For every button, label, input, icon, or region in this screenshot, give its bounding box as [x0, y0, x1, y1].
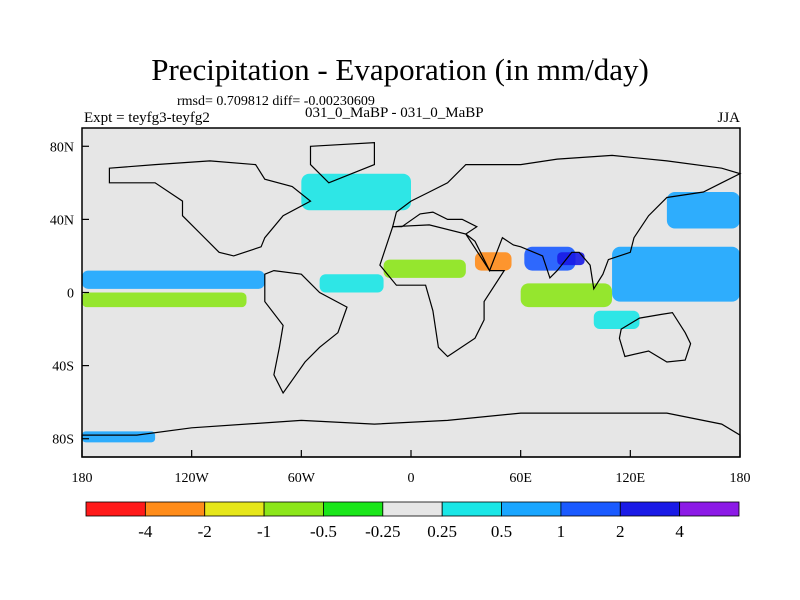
colorbar-label: 1	[557, 522, 566, 541]
coastline-0	[108, 160, 312, 257]
x-tick-label: 180	[730, 471, 751, 486]
contour-region-3	[383, 259, 466, 278]
colorbar-label: -0.5	[310, 522, 337, 541]
colorbar-swatch	[144, 501, 206, 517]
colorbar-swatch	[323, 501, 384, 517]
colorbar-swatch	[679, 501, 740, 517]
x-tick-label: 120W	[175, 471, 210, 486]
contour-region-0	[82, 270, 265, 289]
x-tick-label: 60E	[509, 471, 532, 486]
colorbar-swatch	[263, 501, 324, 517]
x-tick-label: 0	[408, 471, 415, 486]
coastline-5	[618, 311, 692, 363]
contour-layer	[82, 173, 740, 443]
season-label: JJA	[717, 110, 740, 126]
contour-region-2	[319, 274, 384, 293]
colorbar-swatch	[560, 501, 621, 517]
colorbar-label: -1	[257, 522, 271, 541]
experiment-label: Expt = teyfg3-teyfg2	[84, 110, 210, 126]
colorbar-swatch	[501, 501, 562, 517]
colorbar-label: 0.5	[491, 522, 512, 541]
x-tick-label: 180	[72, 471, 93, 486]
contour-region-8	[520, 283, 613, 308]
coastline-2	[309, 141, 375, 184]
colorbar-label: 4	[675, 522, 684, 541]
y-tick-label: 40N	[50, 213, 74, 228]
colorbar-label: -4	[138, 522, 153, 541]
colorbar-swatch	[85, 501, 146, 517]
y-tick-label: 0	[67, 287, 74, 302]
colorbar-swatch	[619, 501, 681, 517]
colorbar-swatch	[441, 501, 502, 517]
coastline-3	[379, 224, 506, 358]
contour-region-7	[612, 246, 740, 302]
stats-line: rmsd= 0.709812 diff= -0.00230609	[177, 94, 375, 109]
contour-region-12	[301, 173, 411, 211]
coastline-4	[391, 154, 742, 291]
colorbar-label: 0.25	[427, 522, 457, 541]
colorbar: -4 -2 -1 -0.5 -0.25 0.25 0.5 1 2 4	[85, 501, 740, 541]
coastline-1	[264, 269, 348, 395]
colorbar-label: 2	[616, 522, 625, 541]
colorbar-swatch	[204, 501, 265, 517]
tick-layer: 180 120W 60W 0 60E 120E 180 80N 40N 0 40S 80S	[50, 140, 751, 486]
contour-region-1	[82, 292, 247, 308]
plot-title: Precipitation - Evaporation (in mm/day)	[151, 52, 649, 87]
contour-region-10	[82, 402, 740, 421]
contour-region-9	[593, 310, 640, 330]
y-tick-label: 40S	[52, 360, 74, 375]
center-label: 031_0_MaBP - 031_0_MaBP	[305, 105, 484, 121]
contour-region-13	[666, 191, 740, 229]
x-tick-label: 120E	[616, 471, 646, 486]
y-tick-label: 80N	[50, 140, 74, 155]
contour-region-11	[82, 431, 156, 443]
y-tick-label: 80S	[52, 433, 74, 448]
colorbar-label: -2	[198, 522, 212, 541]
colorbar-swatch	[382, 501, 443, 517]
colorbar-label: -0.25	[365, 522, 400, 541]
x-tick-label: 60W	[288, 471, 316, 486]
